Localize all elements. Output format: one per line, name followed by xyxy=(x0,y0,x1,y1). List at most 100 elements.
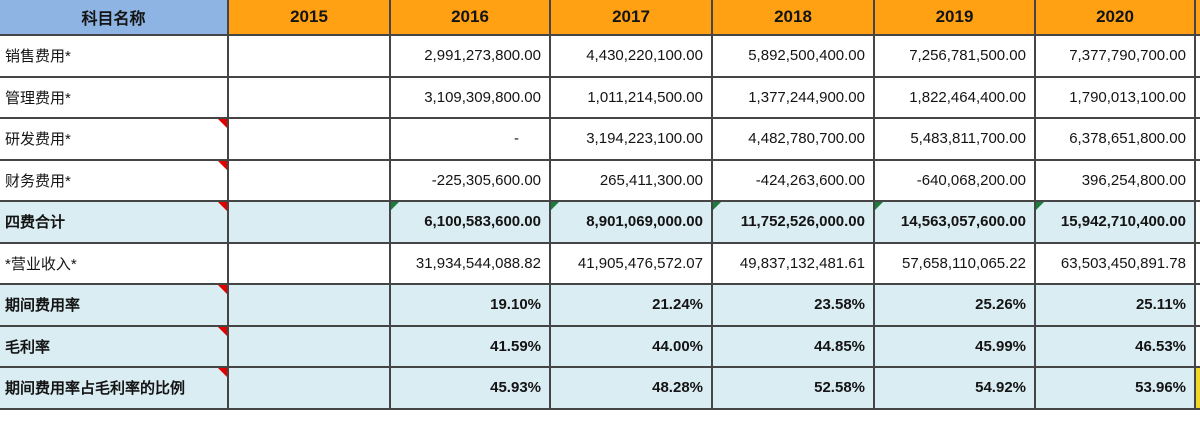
data-cell[interactable] xyxy=(227,324,391,368)
data-cell[interactable]: 1,011,214,500.00 xyxy=(549,75,713,119)
data-cell[interactable] xyxy=(227,283,391,327)
row-label-cell[interactable]: 管理费用* xyxy=(0,75,229,119)
data-cell[interactable]: 19.10% xyxy=(389,283,551,327)
header-row: 科目名称 2015 2016 2017 2018 2019 2020 xyxy=(0,0,1200,36)
row-label-cell[interactable]: 毛利率 xyxy=(0,324,229,368)
cell-value: 4,430,220,100.00 xyxy=(586,47,703,65)
data-cell[interactable] xyxy=(227,75,391,119)
data-cell[interactable] xyxy=(227,117,391,161)
cell-value: -225,305,600.00 xyxy=(431,171,541,189)
cell-value: 31,934,544,088.82 xyxy=(415,254,541,272)
column-header-2018[interactable]: 2018 xyxy=(711,0,875,36)
data-cell[interactable]: 46.53% xyxy=(1034,324,1196,368)
data-cell[interactable]: 49,837,132,481.61 xyxy=(711,241,875,285)
data-cell[interactable]: -640,068,200.00 xyxy=(873,158,1036,202)
column-header-subject[interactable]: 科目名称 xyxy=(0,0,229,36)
column-header-2019[interactable]: 2019 xyxy=(873,0,1036,36)
data-cell[interactable]: 4,430,220,100.00 xyxy=(549,34,713,78)
row-label-cell[interactable]: 期间费用率 xyxy=(0,283,229,327)
data-cell[interactable]: 1,790,013,100.00 xyxy=(1034,75,1196,119)
column-header-2015[interactable]: 2015 xyxy=(227,0,391,36)
data-cell[interactable]: 53.96% xyxy=(1034,366,1196,410)
data-cell[interactable]: 48.28% xyxy=(549,366,713,410)
row-label-cell[interactable]: 销售费用* xyxy=(0,34,229,78)
table-row-finance-expense: 财务费用* -225,305,600.00 265,411,300.00 -42… xyxy=(0,158,1200,202)
data-cell[interactable]: 396,254,800.00 xyxy=(1034,158,1196,202)
column-header-2017[interactable]: 2017 xyxy=(549,0,713,36)
data-cell[interactable] xyxy=(227,200,391,244)
table-row-expense-ratio: 期间费用率 19.10% 21.24% 23.58% 25.26% 25.11% xyxy=(0,283,1200,327)
data-cell[interactable]: 45.99% xyxy=(873,324,1036,368)
adjacent-column-sliver xyxy=(1194,75,1200,119)
data-cell[interactable]: 23.58% xyxy=(711,283,875,327)
row-label: *营业收入* xyxy=(5,255,77,273)
data-cell[interactable]: - xyxy=(389,117,551,161)
formula-indicator-icon xyxy=(714,202,721,210)
cell-value: 45.93% xyxy=(490,379,541,397)
data-cell[interactable]: 31,934,544,088.82 xyxy=(389,241,551,285)
data-cell[interactable]: 4,482,780,700.00 xyxy=(711,117,875,161)
cell-value: 41.59% xyxy=(490,337,541,355)
data-cell[interactable]: 41.59% xyxy=(389,324,551,368)
data-cell[interactable]: 14,563,057,600.00 xyxy=(873,200,1036,244)
cell-value: 15,942,710,400.00 xyxy=(1060,213,1186,231)
data-cell[interactable]: 3,109,309,800.00 xyxy=(389,75,551,119)
data-cell[interactable]: 3,194,223,100.00 xyxy=(549,117,713,161)
cell-value: 3,194,223,100.00 xyxy=(586,130,703,148)
data-cell[interactable] xyxy=(227,366,391,410)
cell-value: 3,109,309,800.00 xyxy=(424,88,541,106)
cell-value: 21.24% xyxy=(652,296,703,314)
data-cell[interactable]: 6,378,651,800.00 xyxy=(1034,117,1196,161)
data-cell[interactable]: 63,503,450,891.78 xyxy=(1034,241,1196,285)
data-cell[interactable]: -225,305,600.00 xyxy=(389,158,551,202)
data-cell[interactable]: 45.93% xyxy=(389,366,551,410)
data-cell[interactable] xyxy=(227,34,391,78)
data-cell[interactable]: 44.00% xyxy=(549,324,713,368)
data-cell[interactable]: 2,991,273,800.00 xyxy=(389,34,551,78)
comment-indicator-icon xyxy=(218,368,226,377)
data-cell[interactable]: 21.24% xyxy=(549,283,713,327)
adjacent-column-sliver xyxy=(1194,200,1200,244)
row-label-cell[interactable]: 财务费用* xyxy=(0,158,229,202)
data-cell[interactable]: 6,100,583,600.00 xyxy=(389,200,551,244)
data-cell[interactable] xyxy=(227,241,391,285)
row-label-cell[interactable]: *营业收入* xyxy=(0,241,229,285)
comment-indicator-icon xyxy=(218,202,226,211)
row-label-cell[interactable]: 研发费用* xyxy=(0,117,229,161)
data-cell[interactable] xyxy=(227,158,391,202)
data-cell[interactable]: 41,905,476,572.07 xyxy=(549,241,713,285)
data-cell[interactable]: 25.11% xyxy=(1034,283,1196,327)
data-cell[interactable]: 15,942,710,400.00 xyxy=(1034,200,1196,244)
column-header-2016[interactable]: 2016 xyxy=(389,0,551,36)
data-cell[interactable]: 54.92% xyxy=(873,366,1036,410)
row-label-cell[interactable]: 四费合计 xyxy=(0,200,229,244)
row-label: 四费合计 xyxy=(5,214,66,232)
data-cell[interactable]: -424,263,600.00 xyxy=(711,158,875,202)
data-cell[interactable]: 265,411,300.00 xyxy=(549,158,713,202)
data-cell[interactable]: 52.58% xyxy=(711,366,875,410)
data-cell[interactable]: 8,901,069,000.00 xyxy=(549,200,713,244)
cell-value: 2,991,273,800.00 xyxy=(424,47,541,65)
cell-value: 19.10% xyxy=(490,296,541,314)
cell-value: 44.85% xyxy=(814,337,865,355)
comment-indicator-icon xyxy=(218,161,226,170)
data-cell[interactable]: 44.85% xyxy=(711,324,875,368)
row-label: 期间费用率 xyxy=(5,297,81,315)
data-cell[interactable]: 11,752,526,000.00 xyxy=(711,200,875,244)
data-cell[interactable]: 7,377,790,700.00 xyxy=(1034,34,1196,78)
table-row-admin-expense: 管理费用* 3,109,309,800.00 1,011,214,500.00 … xyxy=(0,75,1200,119)
cell-value: 52.58% xyxy=(814,379,865,397)
cell-value: 1,377,244,900.00 xyxy=(748,88,865,106)
data-cell[interactable]: 5,483,811,700.00 xyxy=(873,117,1036,161)
data-cell[interactable]: 5,892,500,400.00 xyxy=(711,34,875,78)
data-cell[interactable]: 25.26% xyxy=(873,283,1036,327)
data-cell[interactable]: 57,658,110,065.22 xyxy=(873,241,1036,285)
data-cell[interactable]: 1,377,244,900.00 xyxy=(711,75,875,119)
cell-value: 6,100,583,600.00 xyxy=(424,213,541,231)
column-header-2020[interactable]: 2020 xyxy=(1034,0,1196,36)
data-cell[interactable]: 7,256,781,500.00 xyxy=(873,34,1036,78)
row-label: 期间费用率占毛利率的比例 xyxy=(5,380,186,398)
row-label-cell[interactable]: 期间费用率占毛利率的比例 xyxy=(0,366,229,410)
data-cell[interactable]: 1,822,464,400.00 xyxy=(873,75,1036,119)
cell-value: 7,256,781,500.00 xyxy=(909,47,1026,65)
